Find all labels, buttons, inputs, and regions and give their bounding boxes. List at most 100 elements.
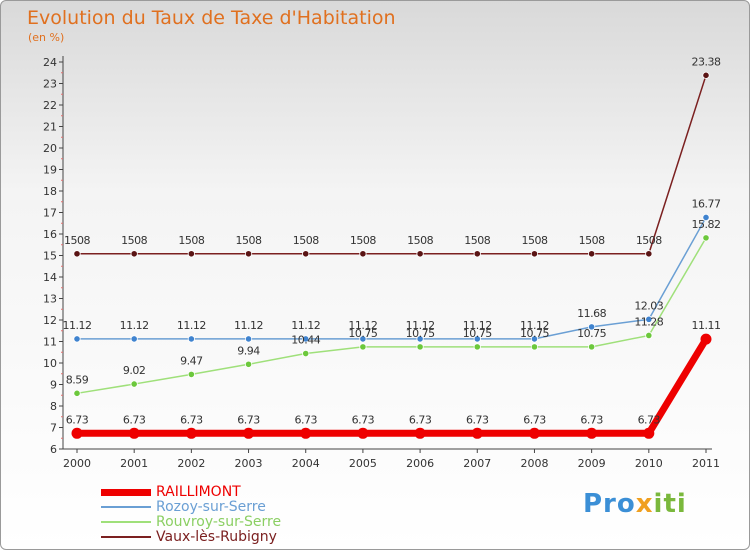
series-vaux-l-s-rubigny: 1508 1508 1508 1508 1508 1508 1508 1508 1508 1508… [64,55,721,258]
x-tick-label: 2008 [520,457,548,470]
data-label: 1508 [178,234,204,247]
data-point [359,335,367,343]
data-point [645,331,653,340]
y-tick-label: 20 [43,142,57,155]
data-label: 23.38 [692,55,721,68]
data-point [302,349,310,358]
data-label: 9.94 [237,344,260,357]
data-point [359,250,367,258]
data-point [702,234,710,242]
y-tick-label: 23 [43,78,57,91]
data-label: 1508 [521,234,547,247]
data-label: 1508 [293,234,319,247]
data-point [471,427,483,439]
legend-label: Vaux-lès-Rubigny [156,529,277,545]
data-label: 10.75 [577,327,606,340]
data-point [530,343,539,351]
legend-swatch [101,506,151,508]
data-label: 11.12 [463,319,492,332]
data-label: 6.73 [638,413,661,426]
data-label: 11.68 [577,307,606,320]
series-line [76,237,707,395]
x-tick-label: 2004 [292,457,320,470]
data-label: 1508 [407,234,433,247]
y-tick-label: 6 [50,443,57,456]
data-label: 6.73 [352,413,375,426]
x-tick-label: 2000 [63,457,91,470]
x-tick-label: 2009 [578,457,606,470]
data-point [128,427,140,439]
data-point [357,427,369,439]
data-label: 10.44 [291,334,320,347]
x-tick-label: 2003 [235,457,263,470]
data-label: 1508 [579,234,605,247]
data-label: 6.73 [409,413,432,426]
data-point [244,250,253,258]
data-point [588,250,596,258]
data-point [473,250,481,258]
x-tick-label: 2010 [635,457,663,470]
legend-label: Rouvroy-sur-Serre [156,514,282,530]
data-label: 11.12 [291,319,320,332]
series-rozoy-sur-serre: 11.12 11.12 11.12 11.12 11.12 11.12 11.12 11.12… [63,197,721,343]
y-tick-label: 17 [43,207,57,220]
data-label: 1508 [636,234,662,247]
data-label: 10.75 [520,327,549,340]
data-point [473,343,481,351]
data-label: 11.12 [520,319,549,332]
data-point [588,323,596,331]
data-point [702,71,710,79]
legend-label: RAILLIMONT [156,484,241,500]
series-line [77,337,709,437]
data-point [71,427,83,439]
data-label: 11.12 [63,319,92,332]
data-point [73,250,81,258]
data-label: 1508 [64,234,90,247]
unit-label: (en %) [28,31,65,44]
data-label: 15.82 [692,218,721,231]
data-label: 10.75 [463,327,492,340]
data-point [414,427,426,439]
data-label: 12.03 [634,299,663,312]
data-point [130,335,138,343]
y-tick-label: 22 [43,99,57,112]
legend-label: Rozoy-sur-Serre [156,499,266,515]
data-point [473,335,481,343]
y-tick-label: 11 [43,336,57,349]
y-tick-label: 13 [43,293,57,306]
data-label: 6.73 [580,413,603,426]
x-tick-label: 2002 [177,457,205,470]
data-point [416,343,424,351]
data-label: 11.12 [234,319,263,332]
legend-swatch [101,521,151,523]
data-point [300,427,312,439]
data-label: 8.59 [66,373,89,386]
data-label: 6.73 [237,413,260,426]
data-point [130,250,138,258]
data-label: 11.11 [692,319,721,332]
data-point [643,427,655,439]
data-point [187,370,195,378]
data-label: 11.12 [406,319,435,332]
y-tick-label: 8 [50,400,57,413]
data-point [700,333,712,345]
data-point [528,427,540,439]
y-tick-label: 24 [43,56,57,69]
x-tick-label: 2007 [463,457,491,470]
data-label: 11.12 [177,319,206,332]
series-line [77,75,707,255]
data-point [302,250,310,258]
y-tick-label: 21 [43,121,57,134]
data-point [187,250,195,258]
data-point [185,427,197,439]
data-point [588,343,596,351]
x-tick-label: 2001 [120,457,148,470]
data-label: 10.75 [348,327,377,340]
legend-swatch [101,489,151,496]
y-tick-label: 16 [43,228,57,241]
data-point [359,343,367,351]
data-label: 11.12 [348,319,377,332]
data-point [586,427,598,439]
data-point [416,250,424,258]
